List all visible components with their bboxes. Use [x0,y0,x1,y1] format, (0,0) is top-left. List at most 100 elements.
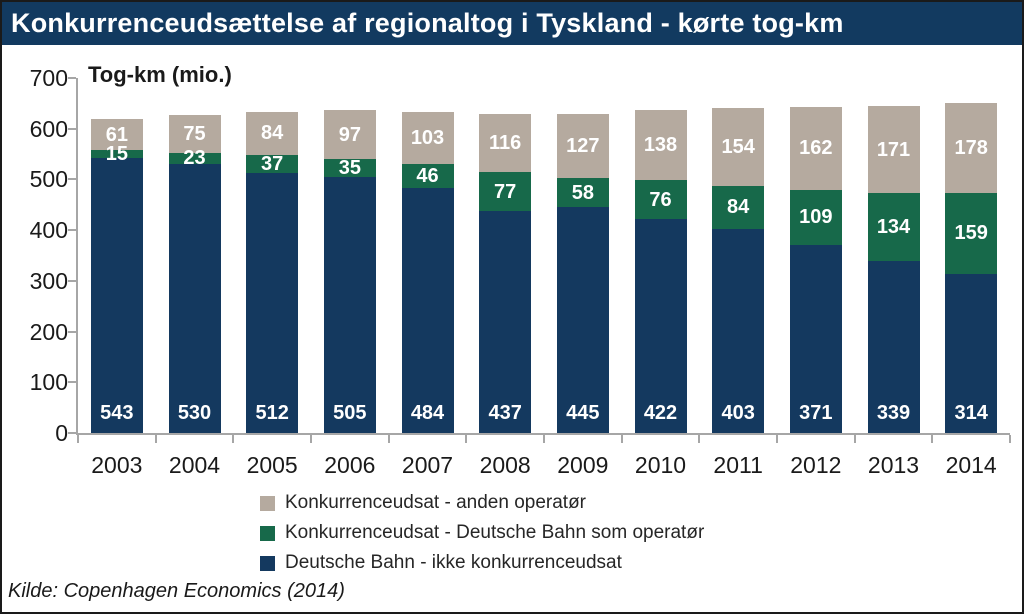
bar-value-label: 162 [799,137,833,160]
bar-value-label: 134 [876,216,911,239]
y-tick-label: 600 [29,115,68,142]
bar-segment [401,111,454,165]
chart-title: Konkurrenceudsættelse af regionaltog i T… [11,8,844,38]
y-tick-label: 400 [29,217,68,244]
bar-segment [401,187,454,433]
bar-value-label: 84 [261,122,284,145]
bar-segment [323,109,376,160]
bar-segment [945,273,998,433]
bar-value-label: 109 [799,206,833,229]
bar-segment [867,193,920,262]
x-axis-label: 2004 [168,452,221,478]
legend-label: Deutsche Bahn - ikke konkurrenceudsat [285,552,622,573]
bar-value-label: 138 [643,134,678,157]
x-tick-mark [543,435,545,443]
bar-value-label: 97 [338,123,361,146]
bar-segment [323,159,376,177]
y-tick-mark [68,279,76,282]
legend-item: Konkurrenceudsat - Deutsche Bahn som ope… [260,518,704,548]
y-axis-title: Tog-km (mio.) [88,62,232,87]
bar-segment [712,107,765,186]
bar-segment [712,186,765,229]
bar-value-label: 505 [333,402,367,424]
x-tick-mark [698,435,701,443]
bar-value-label: 127 [566,134,600,157]
x-tick-mark [465,435,468,443]
bar-value-label: 484 [410,402,445,424]
bar-segment [789,244,842,433]
bar-value-label: 75 [183,122,206,145]
bar-value-label: 15 [105,142,128,165]
x-tick-mark [776,435,778,443]
y-tick-label: 100 [29,369,68,396]
x-tick-mark [620,435,623,443]
bar-value-label: 422 [643,402,678,424]
bar-value-label: 178 [954,136,988,159]
y-tick-label: 700 [29,65,68,91]
bar-segment [90,157,143,433]
bar-value-label: 371 [799,402,833,424]
bar-segment [246,154,299,174]
x-tick-mark [310,435,312,443]
y-tick-mark [68,229,76,232]
bar-segment [556,207,609,433]
x-axis-label: 2005 [246,452,298,478]
y-tick-label: 200 [29,318,68,345]
y-tick-mark [68,381,76,384]
bar-value-label: 314 [954,402,988,424]
bar-segment [479,113,532,173]
bar-value-label: 35 [338,157,361,180]
y-tick-label: 0 [55,420,68,446]
bar-value-label: 58 [571,181,594,204]
source-note: Kilde: Copenhagen Economics (2014) [8,580,345,602]
legend-item: Deutsche Bahn - ikke konkurrenceudsat [260,548,704,578]
bar-value-label: 76 [649,188,672,211]
bar-segment [867,261,920,433]
bar-segment [246,111,299,155]
y-tick-mark [68,432,76,434]
bar-segment [323,176,376,433]
bar-value-label: 84 [727,196,750,219]
x-axis-label: 2009 [557,452,609,478]
bar-value-label: 77 [494,180,517,203]
bar-value-label: 103 [410,127,445,150]
legend-label: Konkurrenceudsat - anden operatør [285,492,587,513]
bar-value-label: 512 [255,402,289,424]
y-tick-mark [68,77,76,79]
legend-label: Konkurrenceudsat - Deutsche Bahn som ope… [285,522,705,543]
bar-segment [556,177,609,208]
bar-segment [634,180,687,219]
bar-segment [401,164,454,188]
bar-segment [246,173,299,433]
y-tick-label: 300 [29,267,68,294]
y-tick-mark [68,330,76,333]
x-axis-label: 2013 [867,452,920,478]
bar-value-label: 46 [416,164,439,187]
bar-segment [634,110,687,181]
bar-segment [945,102,998,194]
bar-value-label: 543 [100,402,134,424]
bar-segment [789,107,842,190]
bar-value-label: 530 [177,402,212,424]
y-axis-line [76,78,78,433]
x-tick-mark [1009,435,1011,443]
bar-segment [90,150,143,158]
legend-swatch-icon [260,495,275,511]
x-axis-line [76,433,1010,435]
bar-segment [168,114,221,153]
x-tick-mark [387,435,390,443]
bar-value-label: 159 [954,222,988,245]
bar-value-label: 171 [876,138,911,161]
bar-value-label: 339 [876,402,911,424]
x-tick-mark [931,435,934,443]
bar-value-label: 23 [183,147,206,170]
legend: Konkurrenceudsat - anden operatør Konkurr… [260,488,704,578]
x-tick-mark [232,435,235,443]
bar-segment [945,193,998,274]
bar-segment [479,211,532,433]
x-tick-mark [853,435,856,443]
x-axis-label: 2008 [479,452,531,478]
bar-segment [168,164,221,433]
y-tick-mark [68,127,76,130]
